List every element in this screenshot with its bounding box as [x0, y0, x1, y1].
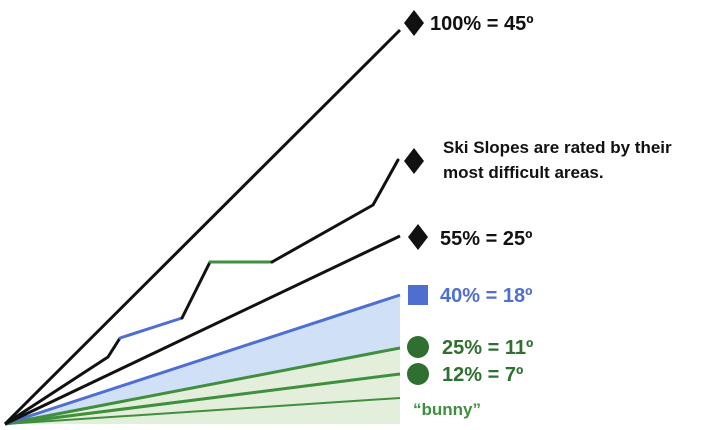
slope-line-bunny: [4, 397, 401, 425]
trail-profile-segment-black-middle: [180, 260, 212, 320]
note-line-1: Ski Slopes are rated by their: [443, 138, 672, 157]
note-line-2: most difficult areas.: [443, 163, 604, 182]
slope-line-25-percent: [4, 346, 401, 426]
black-diamond-icon: [404, 148, 424, 174]
black-diamond-icon: [408, 224, 428, 250]
blue-square-icon: [408, 285, 428, 305]
slope-line-12-percent: [4, 372, 401, 426]
label-100-percent: 100% = 45º: [430, 13, 534, 35]
label-40-percent: 40% = 18º: [440, 285, 532, 307]
label-12-percent: 12% = 7º: [442, 364, 523, 386]
label-bunny: “bunny”: [413, 400, 481, 419]
slope-line-40-percent: [4, 293, 401, 426]
black-diamond-icon: [404, 10, 424, 36]
trail-profile-segment-blue: [118, 316, 184, 340]
trail-profile-segment-black-upper: [270, 158, 400, 264]
trail-profile-segment-black-lower: [4, 337, 122, 426]
green-circle-icon: [407, 336, 429, 358]
slope-line-100-percent: [3, 28, 402, 426]
green-circle-icon: [407, 363, 429, 385]
label-25-percent: 25% = 11º: [442, 337, 533, 359]
label-55-percent: 55% = 25º: [440, 228, 532, 250]
slope-line-55-percent: [4, 234, 401, 426]
